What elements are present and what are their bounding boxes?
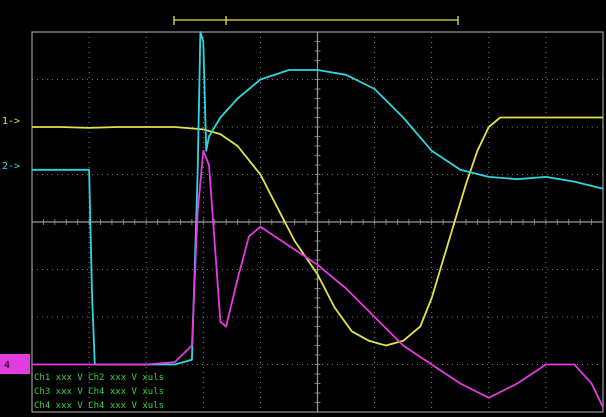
- readout-line-3: Ch4 xxx V Ch4 xxx V xuls: [34, 401, 164, 411]
- readout-line-1: Ch1 xxx V Ch2 xxx V xuls: [34, 373, 164, 383]
- ch1-trace: [32, 116, 603, 347]
- ch2-ground-marker: 2->: [2, 161, 20, 172]
- trigger-cursor-bar: [173, 16, 459, 25]
- ch4-ground-marker-box: [0, 354, 30, 374]
- traces: [32, 31, 604, 408]
- graticule: [31, 31, 604, 413]
- ch4-ground-marker: 4: [4, 360, 10, 371]
- ch1-ground-marker: 1->: [2, 116, 20, 127]
- readout-line-2: Ch3 xxx V Ch4 xxx V xuls: [34, 387, 164, 397]
- ch4-trace: [32, 149, 604, 408]
